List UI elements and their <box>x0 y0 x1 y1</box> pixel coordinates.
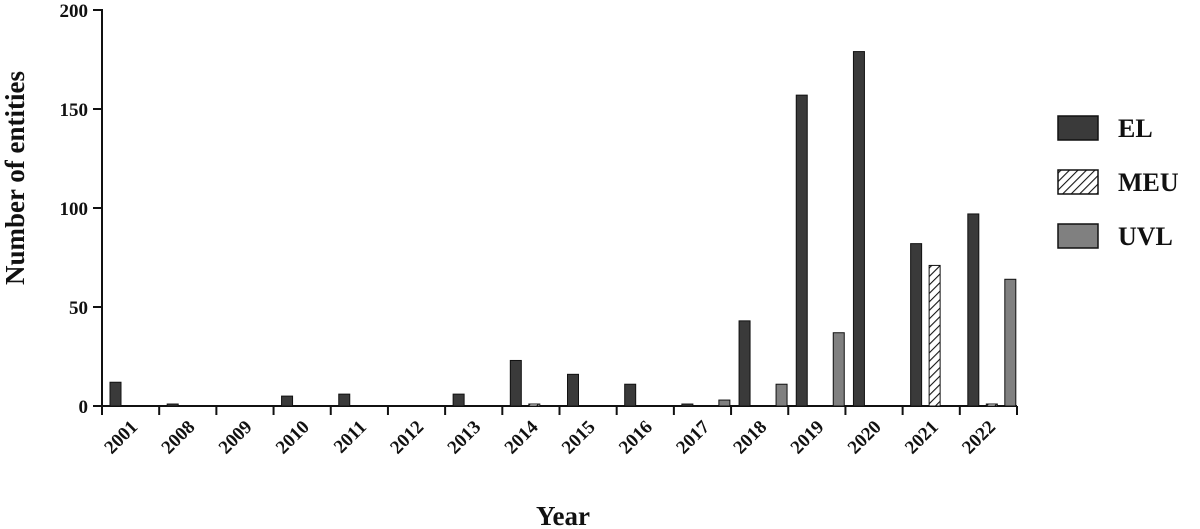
y-axis: 0 50 100 150 200 <box>60 1 103 418</box>
x-tick-label: 2011 <box>330 417 371 458</box>
bar-meu-2014 <box>528 403 541 407</box>
legend-swatch-meu <box>1057 169 1099 195</box>
bar-el-2022 <box>967 213 980 407</box>
y-tick-label: 50 <box>69 298 88 319</box>
y-tick-label: 0 <box>79 397 89 418</box>
bar-el-2019 <box>795 94 808 407</box>
x-tick-label: 2020 <box>844 417 886 459</box>
x-tick-label: 2001 <box>100 417 142 459</box>
x-axis: 2001 2008 2009 2010 2011 2012 2013 2014 2015 2016… <box>100 405 1018 459</box>
y-axis-title: Number of entities <box>0 71 30 285</box>
x-tick-label: 2021 <box>901 417 943 459</box>
bar-el-2017 <box>681 403 694 407</box>
bar-el-2014 <box>509 359 522 407</box>
bar-el-2001 <box>109 381 122 407</box>
x-tick-label: 2012 <box>386 417 428 459</box>
bar-el-2011 <box>338 393 351 407</box>
bar-meu-2021 <box>928 264 941 407</box>
bar-el-2020 <box>852 51 865 407</box>
bar-uvl-2022 <box>1004 278 1017 407</box>
y-tick-label: 150 <box>60 100 89 121</box>
bar-el-2018 <box>738 320 751 407</box>
bar-meu-2022 <box>985 403 998 407</box>
x-tick-label: 2014 <box>501 416 543 458</box>
x-tick-label: 2019 <box>787 417 829 459</box>
bar-el-2010 <box>281 395 294 407</box>
legend-swatch-uvl <box>1057 223 1099 249</box>
legend: EL MEU UVL <box>1057 114 1179 251</box>
x-tick-label: 2009 <box>215 417 257 459</box>
bar-el-2015 <box>567 373 579 407</box>
x-tick-label: 2015 <box>558 417 600 459</box>
legend-label-uvl: UVL <box>1118 222 1173 251</box>
bar-uvl-2017 <box>718 399 731 407</box>
y-tick-label: 100 <box>60 199 89 220</box>
x-tick-label: 2022 <box>958 417 1000 459</box>
x-tick-label: 2018 <box>729 417 771 459</box>
x-tick-label: 2008 <box>158 417 200 459</box>
legend-label-meu: MEU <box>1118 168 1179 197</box>
bar-uvl-2018 <box>775 383 788 407</box>
x-axis-title: Year <box>536 501 590 529</box>
legend-label-el: EL <box>1118 114 1153 143</box>
x-tick-label: 2016 <box>615 417 657 459</box>
bar-el-2016 <box>624 383 637 407</box>
bar-el-2021 <box>910 243 923 407</box>
x-tick-label: 2017 <box>672 416 714 458</box>
legend-swatch-el <box>1057 115 1099 141</box>
y-tick-label: 200 <box>60 1 89 22</box>
x-tick-label: 2013 <box>444 417 486 459</box>
x-tick-label: 2010 <box>272 417 314 459</box>
bar-el-2013 <box>452 393 465 407</box>
bar-el-2008 <box>166 403 179 407</box>
bar-uvl-2019 <box>832 332 845 407</box>
bars <box>109 51 1017 407</box>
